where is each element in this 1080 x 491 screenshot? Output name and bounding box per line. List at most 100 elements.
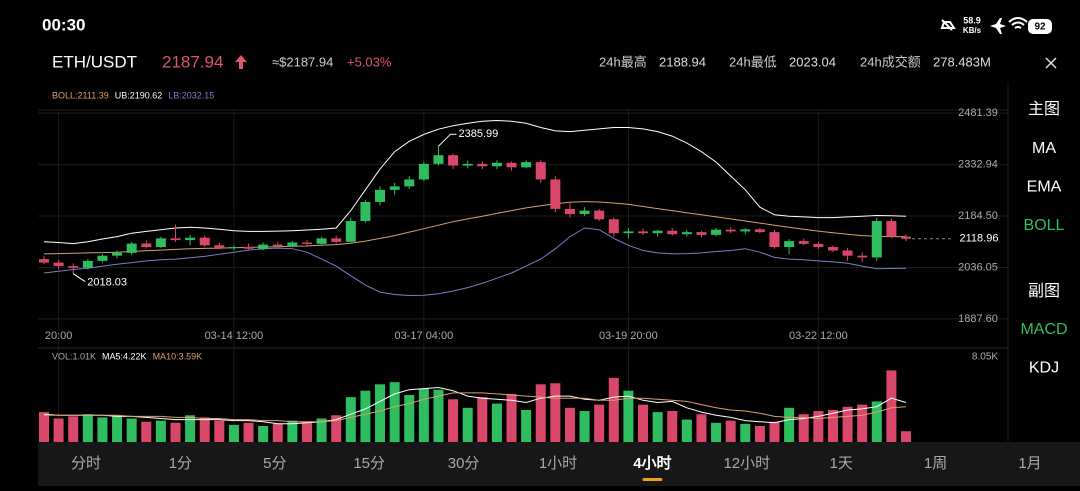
wifi-icon (1008, 17, 1028, 29)
up-arrow (235, 55, 247, 69)
volume-bar (506, 393, 517, 442)
volume-bar (638, 404, 649, 442)
timeframe-tab[interactable]: 5分 (263, 455, 286, 472)
candle-body (97, 255, 108, 261)
volume-bar (740, 423, 751, 442)
volume-bar (550, 383, 561, 442)
menu-item[interactable]: MA (1032, 140, 1056, 157)
y-tick-label: 2481.39 (958, 107, 998, 119)
mute-icon (940, 19, 956, 31)
candle-body (258, 244, 269, 249)
menu-title: 主图 (1028, 100, 1060, 118)
timeframe-tab[interactable]: 1天 (830, 455, 853, 472)
volume-bar (521, 409, 532, 442)
usd-price: ≈$2187.94 (272, 54, 333, 69)
net-speed: 58.9 (963, 15, 981, 25)
volume-bar (813, 411, 824, 442)
candle-body (827, 247, 838, 251)
x-tick-label: 03-17 04:00 (395, 330, 454, 342)
volume-bar (199, 417, 210, 442)
timeframe-tab[interactable]: 15分 (353, 455, 385, 472)
timeframe-tab[interactable]: 4小时 (633, 455, 671, 472)
candle-body (214, 245, 225, 249)
volume-bar (68, 416, 79, 442)
indicator-line (43, 201, 906, 255)
candle-body (199, 237, 210, 246)
volume-bar (433, 389, 444, 442)
candle-body (477, 163, 488, 167)
menu-item[interactable]: EMA (1027, 179, 1062, 196)
volume-bar (141, 421, 152, 442)
volume-bar (345, 397, 356, 442)
candle-body (404, 179, 415, 187)
volume-bar (418, 388, 429, 442)
candle-body (141, 243, 152, 248)
volume-bar (608, 377, 619, 442)
volume-bar (112, 415, 123, 442)
volume-bar (228, 424, 239, 442)
candle-body (418, 163, 429, 180)
timeframe-tab[interactable]: 12小时 (723, 455, 770, 472)
candle-body (886, 221, 897, 237)
volume-legend: MA5:4.22K (102, 351, 147, 361)
menu-item[interactable]: BOLL (1024, 217, 1065, 234)
candle-body (433, 155, 444, 164)
volume-bar (287, 420, 298, 442)
change: +5.03% (347, 54, 392, 69)
timeframe-tab[interactable]: 1小时 (539, 455, 577, 472)
candle-body (725, 229, 736, 232)
volume-bar (842, 406, 853, 442)
candle-body (901, 236, 911, 239)
volume-bar (696, 414, 707, 442)
candle-body (521, 162, 532, 168)
volume-bar (97, 417, 108, 442)
indicator-legend: LB:2032.15 (168, 90, 214, 100)
candle-body (754, 229, 765, 233)
candle-body (696, 232, 707, 235)
pair[interactable]: ETH/USDT (52, 52, 137, 71)
menu-item[interactable]: MACD (1020, 321, 1067, 338)
stat-value: 2188.94 (659, 54, 706, 69)
candle-body (769, 232, 780, 248)
timeframe-tab[interactable]: 1月 (1018, 455, 1041, 472)
candle-body (871, 221, 882, 258)
candle-body (301, 242, 312, 244)
volume-bar (404, 394, 415, 442)
close-button[interactable] (1045, 57, 1057, 69)
candle-body (857, 255, 868, 258)
price-tag (952, 230, 1006, 247)
candle-body (389, 186, 400, 190)
timeframe-tab[interactable]: 30分 (448, 455, 480, 472)
timeframe-tab[interactable]: 1分 (169, 455, 192, 472)
price-tag-label: 2118.96 (960, 233, 999, 245)
timeframe-tab[interactable]: 分时 (71, 455, 101, 472)
stat-label: 24h成交额 (860, 54, 921, 69)
timeframe-tab[interactable]: 1周 (924, 455, 947, 472)
stat-label: 24h最高 (599, 54, 647, 69)
candle-body (813, 243, 824, 248)
candle-body (448, 155, 459, 166)
volume-bar (798, 414, 809, 442)
battery (1028, 19, 1052, 34)
candle-body (360, 201, 371, 222)
indicator-line (43, 386, 907, 425)
y-tick-label: 1887.60 (958, 313, 998, 325)
candle-body (243, 247, 254, 249)
indicator-line (43, 227, 907, 297)
candle-body (506, 162, 517, 168)
annotation-line (72, 273, 86, 283)
candle-body (185, 237, 196, 241)
volume-legend: VOL:1.01K (52, 351, 96, 361)
stat-label: 24h最低 (729, 54, 777, 69)
volume-bar (53, 418, 64, 442)
menu-item[interactable]: KDJ (1029, 360, 1059, 377)
volume-bar (564, 407, 575, 442)
volume-legend: MA10:3.59K (153, 351, 203, 361)
volume-bar (754, 425, 765, 442)
indicator-legend: UB:2190.62 (115, 90, 163, 100)
x-tick-label: 03-22 12:00 (789, 330, 848, 342)
candle-body (345, 221, 356, 242)
candle-body (594, 210, 605, 220)
candle-body (711, 229, 722, 235)
volume-bar (579, 411, 590, 442)
